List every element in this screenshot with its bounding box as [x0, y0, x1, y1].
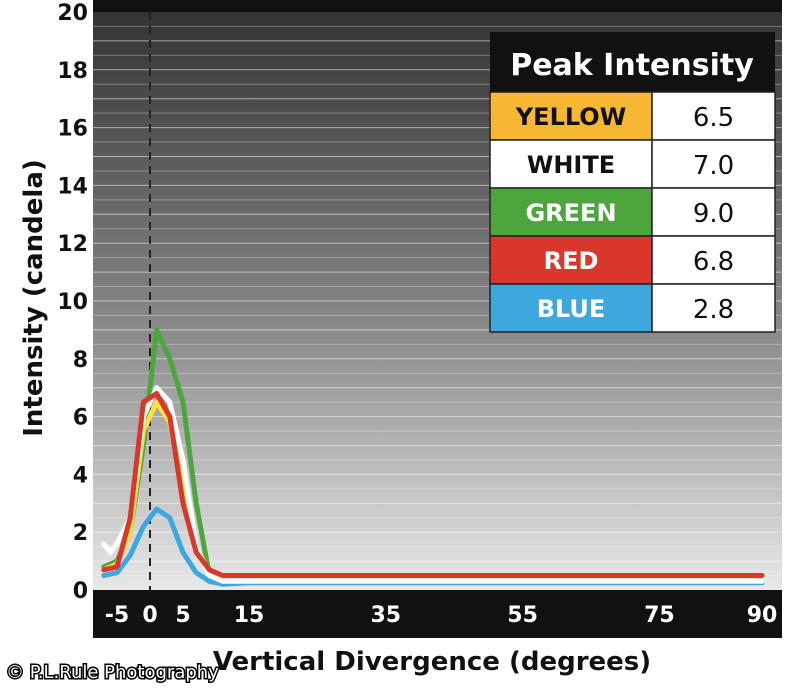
legend-name: GREEN: [525, 199, 616, 227]
y-tick-label: 12: [57, 232, 88, 257]
x-tick-label: 5: [175, 603, 190, 628]
legend-name: RED: [544, 247, 599, 275]
y-axis-title: Intensity (candela): [19, 159, 49, 437]
legend-title: Peak Intensity: [510, 48, 754, 83]
legend-value-cell: [651, 91, 776, 141]
legend-value-cell: [651, 283, 776, 333]
legend-value-cell: [651, 139, 776, 189]
legend-row-yellow: YELLOW 6.5: [489, 91, 776, 141]
x-axis-ticks: -5 0 5 15 35 55 75 90: [105, 603, 778, 628]
x-tick-label: 0: [142, 603, 157, 628]
y-tick-label: 20: [57, 1, 88, 26]
legend-row-green: GREEN 9.0: [489, 187, 776, 237]
y-tick-label: 18: [57, 59, 88, 84]
y-tick-label: 0: [73, 579, 88, 604]
y-tick-label: 14: [57, 174, 88, 199]
legend-name: BLUE: [537, 295, 606, 323]
legend-value: 2.8: [693, 295, 734, 325]
legend-swatch: [489, 235, 653, 285]
legend-swatch: [489, 91, 653, 141]
legend-value: 9.0: [693, 199, 734, 229]
x-tick-label: 35: [370, 603, 401, 628]
copyright-text: © P.L.Rule Photography: [6, 662, 219, 683]
legend-name: YELLOW: [515, 103, 626, 131]
legend-name: WHITE: [527, 151, 615, 179]
series-lines: [101, 327, 765, 587]
legend-swatch: [489, 139, 653, 189]
legend-row-white: WHITE 7.0: [489, 139, 776, 189]
x-tick-label: 90: [747, 603, 778, 628]
legend-rows: YELLOW 6.5 WHITE 7.0 GREEN 9.0 RED 6.8 BLUE 2.8: [489, 91, 776, 333]
legend-value-cell: [651, 235, 776, 285]
legend-value: 7.0: [693, 151, 734, 181]
legend-header: [490, 32, 775, 92]
series-line-white: [101, 385, 765, 584]
peak-intensity-legend: Peak Intensity YELLOW 6.5 WHITE 7.0 GREEN 9.0…: [489, 32, 776, 333]
legend-value-cell: [651, 187, 776, 237]
y-tick-label: 10: [57, 290, 88, 315]
legend-swatch: [489, 283, 653, 333]
legend-value: 6.5: [693, 103, 734, 133]
y-tick-label: 16: [57, 117, 88, 142]
top-bar: [93, 0, 782, 12]
x-axis-bar: [93, 590, 782, 638]
y-tick-label: 8: [73, 348, 88, 373]
y-tick-label: 6: [73, 406, 88, 431]
legend-value: 6.8: [693, 247, 734, 277]
y-axis-ticks: 0 2 4 6 8 10 12 14 16 18 20: [57, 1, 88, 604]
y-tick-label: 2: [73, 521, 88, 546]
legend-row-red: RED 6.8: [489, 235, 776, 285]
series-line-red: [101, 391, 765, 578]
x-tick-label: 15: [234, 603, 265, 628]
x-tick-label: 55: [507, 603, 538, 628]
legend-row-blue: BLUE 2.8: [489, 283, 776, 333]
x-tick-label: -5: [105, 603, 129, 628]
x-tick-label: 75: [644, 603, 675, 628]
x-axis-title: Vertical Divergence (degrees): [213, 647, 651, 677]
y-tick-label: 4: [73, 463, 88, 488]
legend-swatch: [489, 187, 653, 237]
